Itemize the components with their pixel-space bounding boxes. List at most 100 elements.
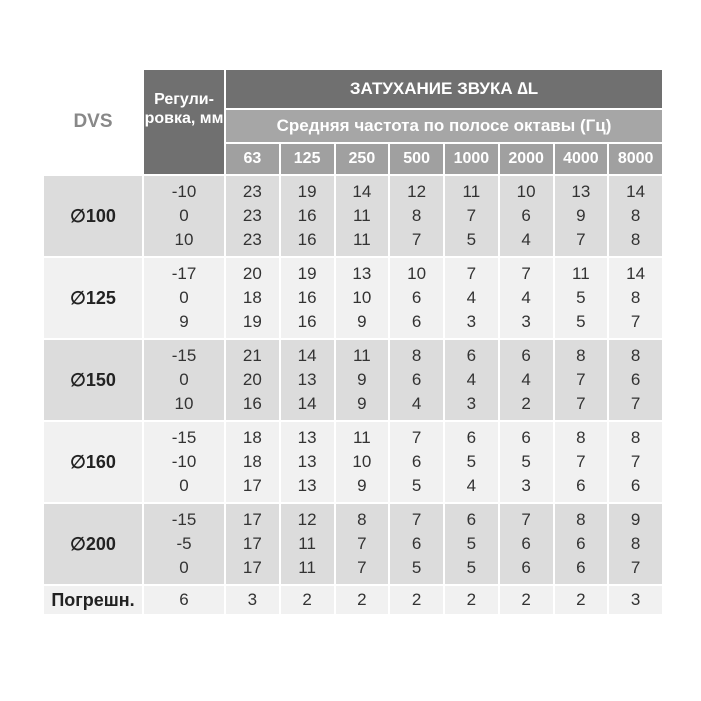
attenuation-value: 8 [576, 346, 586, 365]
attenuation-value: 6 [521, 428, 531, 447]
frequency-header: 1000 [445, 144, 498, 174]
attenuation-value: 9 [630, 510, 641, 529]
value-cell: 10 6 6 [390, 258, 443, 338]
attenuation-value: 6 [411, 288, 422, 307]
attenuation-value: 6 [466, 346, 477, 365]
attenuation-value: 4 [466, 476, 477, 495]
attenuation-value: 19 [297, 182, 317, 201]
table-row: ∅160 -15 -10 0 18 18 17 13 13 13 11 10 9 7 6 5 6 5 4 6 5 3 8 7 6… [44, 422, 662, 502]
value-cell: 6 5 4 [445, 422, 498, 502]
value-cell: 12 11 11 [280, 504, 334, 584]
attenuation-value: 9 [357, 394, 367, 413]
value-cell: 8 6 6 [554, 504, 608, 584]
attenuation-value: 6 [630, 370, 641, 389]
value-cell: 14 8 8 [609, 176, 662, 256]
adjust-cell: -10 0 10 [144, 176, 224, 256]
frequency-header: 250 [335, 144, 389, 174]
diameter-label: ∅100 [44, 176, 142, 256]
attenuation-value: 6 [521, 534, 531, 553]
diameter-label: ∅160 [44, 422, 142, 502]
attenuation-value: 13 [297, 428, 317, 447]
attenuation-value: 18 [242, 288, 262, 307]
value-cell: 21 20 16 [226, 340, 279, 420]
error-value: 3 [609, 586, 662, 614]
attenuation-value: 7 [411, 428, 422, 447]
adjust-value: -17 [171, 264, 197, 283]
adjust-value: -15 [171, 428, 197, 447]
attenuation-value: 5 [521, 452, 531, 471]
attenuation-value: 8 [411, 346, 422, 365]
value-cell: 14 11 11 [335, 176, 389, 256]
attenuation-value: 5 [576, 288, 586, 307]
adjust-value: 9 [179, 312, 189, 331]
error-value: 2 [335, 586, 389, 614]
value-cell: 6 5 3 [499, 422, 553, 502]
table-row: ∅200 -15 -5 0 17 17 17 12 11 11 8 7 7 7 6 5 6 5 5 7 6 6 8 6 6 9 8 7 [44, 504, 662, 584]
adjust-value: 10 [174, 394, 194, 413]
attenuation-value: 5 [576, 312, 586, 331]
adjust-cell: -15 -5 0 [144, 504, 224, 584]
attenuation-value: 13 [352, 264, 372, 283]
value-cell: 6 5 5 [445, 504, 498, 584]
attenuation-value: 4 [521, 230, 531, 249]
frequency-header: 8000 [609, 144, 662, 174]
attenuation-value: 8 [576, 428, 586, 447]
attenuation-value: 11 [353, 230, 371, 249]
table-subtitle: Средняя частота по полосе октавы (Гц) [226, 110, 662, 142]
value-cell: 23 23 23 [226, 176, 279, 256]
diameter-label: ∅150 [44, 340, 142, 420]
value-cell: 14 8 7 [609, 258, 662, 338]
adjust-cell: -15 0 10 [144, 340, 224, 420]
attenuation-value: 11 [572, 264, 590, 283]
attenuation-value: 6 [411, 452, 422, 471]
attenuation-value: 4 [466, 288, 477, 307]
value-cell: 20 18 19 [226, 258, 279, 338]
attenuation-value: 7 [630, 452, 641, 471]
attenuation-value: 4 [466, 370, 477, 389]
table-title: ЗАТУХАНИЕ ЗВУКА ∆L [226, 70, 662, 108]
adjust-value: 10 [174, 230, 194, 249]
attenuation-value: 13 [571, 182, 591, 201]
value-cell: 7 4 3 [499, 258, 553, 338]
attenuation-value: 9 [357, 476, 367, 495]
attenuation-value: 8 [411, 206, 422, 225]
attenuation-value: 7 [630, 558, 641, 577]
attenuation-value: 19 [242, 312, 262, 331]
attenuation-value: 6 [521, 346, 531, 365]
diameter-label: ∅200 [44, 504, 142, 584]
attenuation-value: 8 [576, 510, 586, 529]
attenuation-value: 17 [242, 476, 262, 495]
adjust-value: 0 [179, 558, 189, 577]
attenuation-value: 3 [521, 476, 531, 495]
error-value: 2 [280, 586, 334, 614]
error-value: 2 [499, 586, 553, 614]
adjust-value: -5 [176, 534, 192, 553]
attenuation-value: 12 [297, 510, 317, 529]
attenuation-value: 17 [242, 534, 262, 553]
value-cell: 19 16 16 [280, 176, 334, 256]
attenuation-value: 9 [357, 370, 367, 389]
attenuation-value: 10 [407, 264, 427, 283]
attenuation-value: 7 [576, 230, 586, 249]
value-cell: 14 13 14 [280, 340, 334, 420]
attenuation-value: 16 [297, 230, 317, 249]
attenuation-value: 13 [297, 370, 317, 389]
attenuation-value: 14 [626, 182, 646, 201]
attenuation-value: 5 [466, 452, 477, 471]
value-cell: 13 10 9 [335, 258, 389, 338]
value-cell: 12 8 7 [390, 176, 443, 256]
attenuation-value: 7 [357, 558, 367, 577]
value-cell: 6 4 3 [445, 340, 498, 420]
attenuation-value: 7 [466, 264, 477, 283]
value-cell: 17 17 17 [226, 504, 279, 584]
error-value: 2 [390, 586, 443, 614]
attenuation-value: 3 [466, 394, 477, 413]
value-cell: 11 5 5 [554, 258, 608, 338]
attenuation-value: 5 [411, 558, 422, 577]
attenuation-value: 6 [576, 534, 586, 553]
attenuation-value: 7 [630, 312, 641, 331]
adjust-cell: -17 0 9 [144, 258, 224, 338]
attenuation-value: 18 [242, 452, 262, 471]
attenuation-value: 8 [630, 534, 641, 553]
attenuation-value: 5 [411, 476, 422, 495]
